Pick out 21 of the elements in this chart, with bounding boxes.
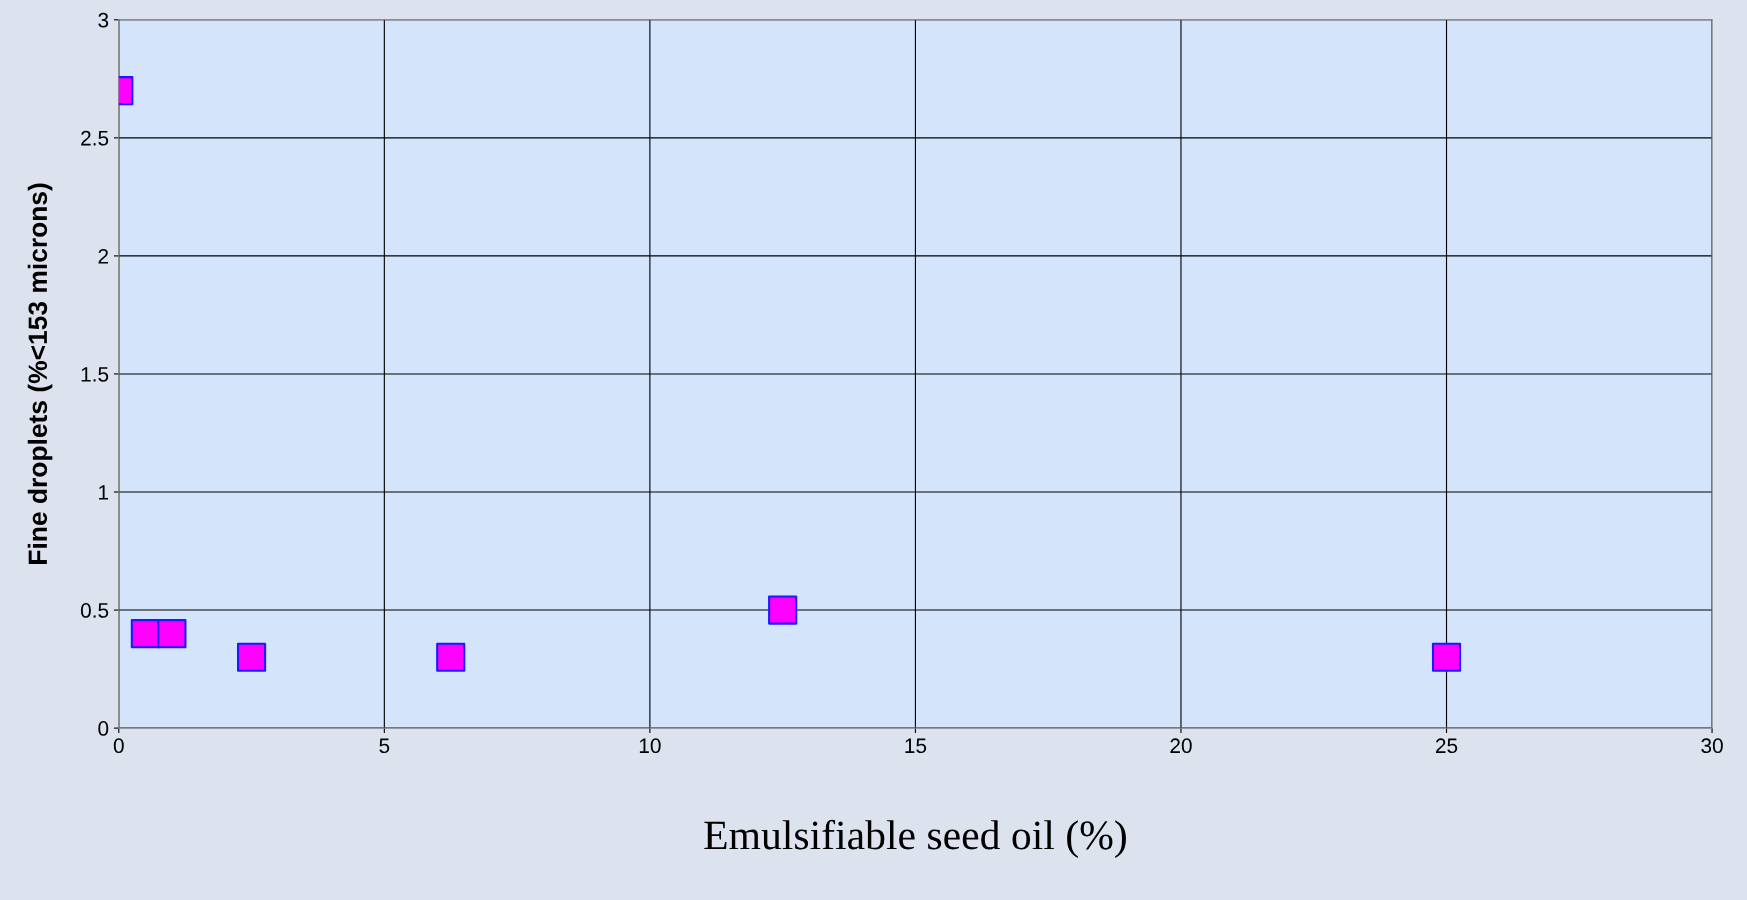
- y-axis-title: Fine droplets (%<153 microns): [27, 183, 53, 564]
- point: [1431, 642, 1462, 672]
- x-tick-label: 25: [1435, 738, 1458, 754]
- y-tick-label: 0.5: [80, 603, 109, 618]
- x-tick-label: 0: [113, 738, 124, 754]
- point: [768, 595, 798, 625]
- y-tick-label: 1.5: [81, 367, 109, 382]
- x-axis-title: Emulsifiable seed oil (%): [704, 819, 1126, 858]
- x-tick-label: 5: [379, 738, 390, 754]
- y-tick-label: 3: [98, 12, 109, 28]
- point: [236, 642, 267, 672]
- x-tick-label: 15: [905, 738, 927, 754]
- x-tick-label: 10: [639, 738, 661, 754]
- y-tick-label: 2: [98, 248, 109, 264]
- point: [436, 642, 466, 672]
- y-tick-label: 0: [98, 721, 109, 736]
- x-tick-label: 30: [1701, 738, 1723, 754]
- y-tick-label: 1: [99, 485, 109, 500]
- x-tick-label: 20: [1170, 738, 1192, 754]
- point: [157, 619, 187, 649]
- y-tick-label: 2.5: [81, 130, 109, 146]
